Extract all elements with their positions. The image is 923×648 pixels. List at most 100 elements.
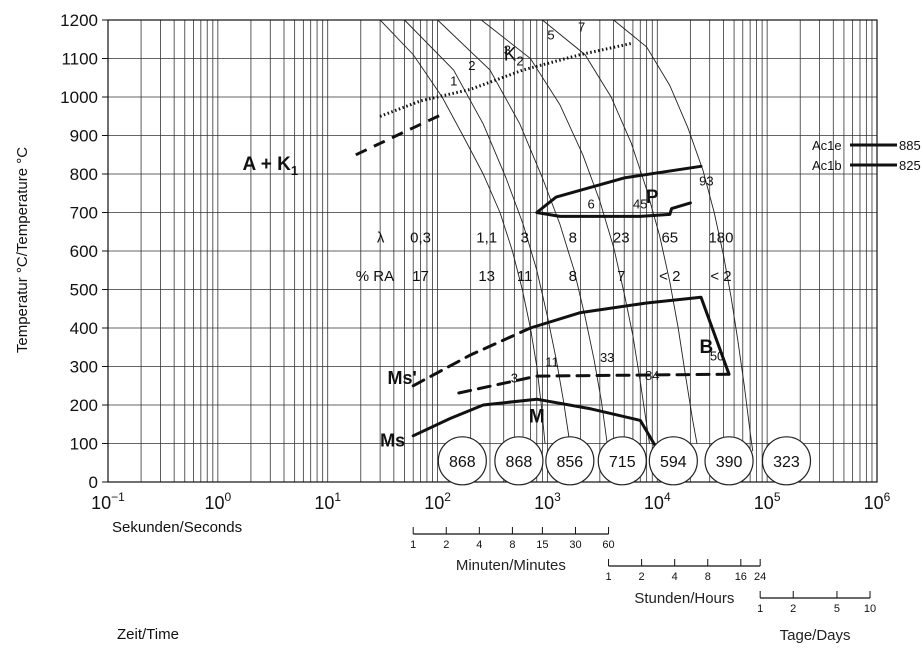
scale-label: Minuten/Minutes — [456, 557, 566, 574]
hardness-value: 868 — [506, 454, 533, 471]
lambda-value: 180 — [708, 230, 733, 247]
curve-number: 50 — [710, 349, 724, 364]
y-tick-label: 1000 — [60, 88, 98, 107]
y-tick-label: 700 — [70, 204, 98, 223]
bainite-start-dashed — [411, 326, 532, 388]
scale-label: Stunden/Hours — [634, 590, 734, 607]
ra-value: < 2 — [710, 268, 731, 285]
hardness-circle — [704, 436, 754, 486]
scale-tick-label: 1 — [757, 603, 763, 615]
ra-value: 13 — [478, 268, 495, 285]
transformation-lines: K2 — [355, 41, 731, 451]
y-tick-label: 100 — [70, 435, 98, 454]
lambda-value: 0,3 — [410, 230, 431, 247]
ra-value: 17 — [412, 268, 429, 285]
y-tick-label: 600 — [70, 242, 98, 261]
scale-tick-label: 16 — [735, 571, 747, 583]
lambda-ra-rows: λ % RA 0,3 1,1 3 8 23 65 180 17 13 11 8 7 < 2 < 2 — [356, 230, 734, 286]
y-tick-label: 1200 — [60, 11, 98, 30]
cooling-curve — [613, 19, 754, 452]
cooling-curve-number: 3 — [504, 43, 511, 58]
region-label: A + K1 — [242, 154, 298, 178]
scale-tick-label: 24 — [754, 571, 766, 583]
hardness-value: 390 — [716, 454, 743, 471]
y-tick-label: 300 — [70, 358, 98, 377]
scale-tick-label: 30 — [569, 539, 581, 551]
hardness-circle — [437, 436, 487, 486]
cooling-curve — [481, 19, 650, 444]
curve-number: 6 — [588, 197, 595, 212]
x-axis-seconds-label: Sekunden/Seconds — [112, 519, 242, 536]
transformation-line — [411, 397, 659, 451]
ms-prime-label: Ms' — [387, 368, 416, 388]
hardness-value: 715 — [609, 454, 636, 471]
ra-value: 8 — [569, 268, 577, 285]
lambda-value: 1,1 — [476, 230, 497, 247]
bainite-boundary — [528, 295, 731, 376]
curve-number: 93 — [699, 174, 713, 189]
region-labels: A + K1 P B M Ms Ms' 6 45 93 3 11 33 84 50 — [242, 154, 724, 450]
cooling-curve-number: 2 — [468, 58, 475, 73]
ac-value: 885 — [899, 138, 921, 153]
cooling-curve — [404, 19, 571, 444]
hardness-circle — [597, 436, 647, 486]
hardness-values: 868 868 856 715 594 390 323 — [437, 436, 812, 486]
cooling-curve-number: 5 — [547, 27, 554, 42]
grid — [108, 19, 877, 483]
hardness-value: 868 — [449, 454, 476, 471]
x-axis-time-label: Zeit/Time — [117, 626, 179, 643]
x-tick-label: 104 — [644, 490, 671, 513]
k2-dotted-line — [379, 41, 634, 118]
ac-temperatures: Ac1e 885 Ac1b 825 — [812, 138, 921, 173]
y-axis-label: Temperatur °C/Temperature °C — [14, 147, 31, 353]
scale-tick-label: 10 — [864, 603, 876, 615]
ms-prime-dashed — [455, 372, 731, 395]
ra-label: % RA — [356, 268, 394, 285]
scale-tick-label: 2 — [790, 603, 796, 615]
lambda-label: λ — [377, 230, 385, 247]
cooling-curve — [542, 19, 698, 444]
cooling-curve — [379, 19, 546, 444]
scale-tick-label: 1 — [605, 571, 611, 583]
scale-tick-label: 2 — [639, 571, 645, 583]
x-tick-label: 106 — [864, 490, 891, 513]
hardness-circle — [648, 436, 698, 486]
x-tick-label: 102 — [424, 490, 451, 513]
cooling-curve — [437, 19, 608, 444]
y-axis: 0 100 200 300 400 500 600 700 800 900 1000 1100 1200 — [60, 11, 108, 492]
scale-tick-label: 8 — [509, 539, 515, 551]
curve-number: 84 — [645, 368, 659, 383]
y-tick-label: 900 — [70, 127, 98, 146]
hardness-circle — [545, 436, 595, 486]
k2-dashed-line — [355, 111, 447, 157]
ra-value: 7 — [617, 268, 625, 285]
y-tick-label: 1100 — [61, 50, 98, 69]
scale-tick-label: 2 — [443, 539, 449, 551]
region-label: P — [646, 187, 659, 208]
scale-tick-label: 4 — [476, 539, 482, 551]
ac-name: Ac1e — [812, 138, 842, 153]
x-tick-label: 103 — [534, 490, 561, 513]
cooling-curve-number: 7 — [578, 20, 585, 35]
scale-tick-label: 60 — [602, 539, 614, 551]
lambda-value: 23 — [613, 230, 630, 247]
y-tick-label: 0 — [89, 473, 98, 492]
k2-label: K2 — [504, 44, 524, 68]
x-tick-label: 10−1 — [91, 490, 125, 513]
transformation-line — [535, 164, 703, 218]
scale-tick-label: 1 — [410, 539, 416, 551]
hardness-value: 594 — [660, 454, 687, 471]
y-tick-label: 500 — [70, 281, 98, 300]
scale-tick-label: 15 — [536, 539, 548, 551]
lambda-value: 3 — [520, 230, 528, 247]
x-tick-label: 100 — [204, 490, 231, 513]
ms-label: Ms — [380, 431, 405, 451]
y-tick-label: 200 — [70, 396, 98, 415]
hardness-circle — [761, 436, 812, 486]
ra-value: < 2 — [659, 268, 680, 285]
x-axis: 10−1 100 101 102 103 104 105 106 — [91, 490, 891, 513]
lambda-value: 65 — [661, 230, 678, 247]
x-tick-label: 101 — [314, 490, 341, 513]
